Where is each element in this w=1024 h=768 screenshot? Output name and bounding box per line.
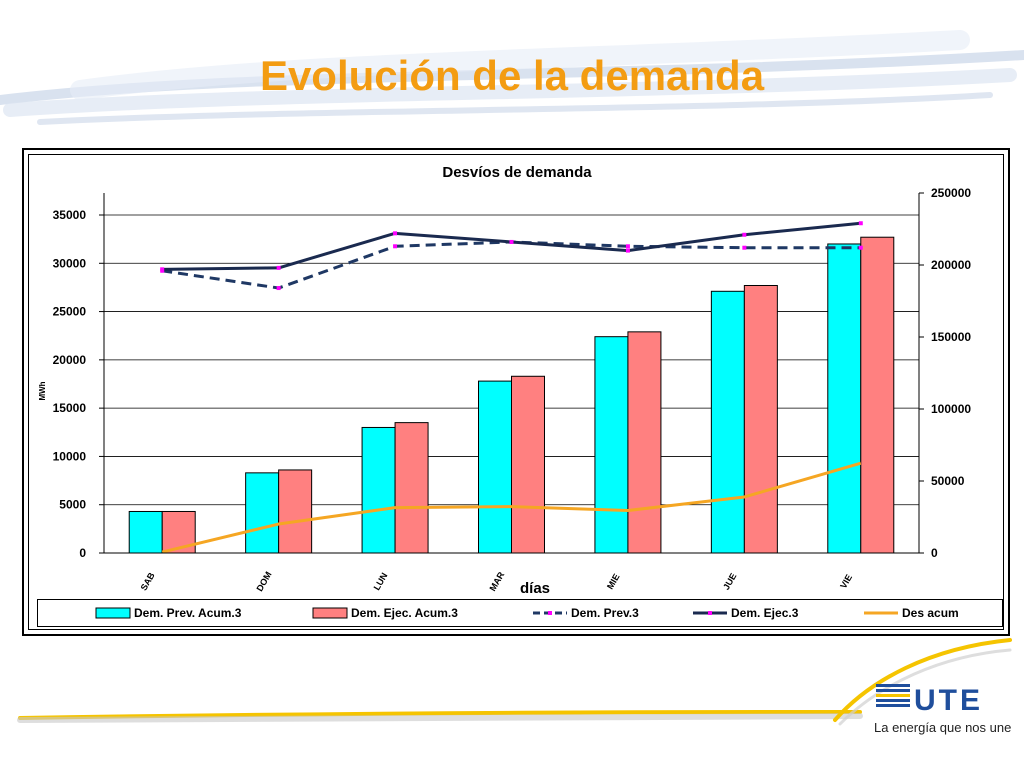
legend-label: Dem. Ejec. Acum.3 [351,606,458,620]
legend-svg: Dem. Prev. Acum.3 Dem. Ejec. Acum.3 Dem. P… [95,606,959,620]
top-swoosh [0,30,1024,125]
bars-layer [128,236,895,554]
line-marker [393,244,398,249]
y2-tick-label: 150000 [931,330,971,344]
line-marker [276,265,281,270]
x-tick-label: MAR [487,570,506,593]
line-marker [276,286,281,291]
bar-ejec-acum [394,422,429,554]
line-marker [858,221,863,226]
line-marker [160,267,165,272]
x-tick-label: MIE [605,572,622,591]
line-des-acum [161,461,862,554]
bar-prev-acum [478,380,512,554]
y-tick-label: 30000 [53,256,87,270]
line-marker [393,231,398,236]
bar-prev-acum [710,290,745,554]
y2-tick-label: 200000 [931,258,971,272]
line-marker [625,248,630,253]
y-tick-label: 10000 [53,449,87,463]
y-tick-label: 35000 [53,208,87,222]
line-marker [742,245,747,250]
chart-frame: Desvíos de demanda días MWh 35000 30000 25… [22,148,1010,636]
legend-item: Dem. Ejec.3 [693,606,799,620]
y-tick-label: 5000 [59,498,86,512]
line-dem-prev [161,240,861,290]
legend-label: Dem. Prev. Acum.3 [134,606,242,620]
chart-svg: Desvíos de demanda días MWh 35000 30000 25… [38,164,971,597]
x-tick-label: DOM [254,570,273,593]
legend-item: Dem. Prev.3 [533,606,639,620]
bar-ejec-acum [511,375,545,554]
bar-ejec-acum [743,284,778,554]
x-axis-label: días [520,580,550,597]
legend-item: Dem. Ejec. Acum.3 [312,606,458,620]
line-marker [858,245,863,250]
logo-text: UTE [914,684,983,717]
legend-item: Des acum [864,606,959,620]
ute-logo: UTE [876,684,983,717]
line-marker [742,232,747,237]
x-tick-label: VIE [838,573,854,591]
y2-tick-label: 250000 [931,186,971,200]
y2-tick-label: 100000 [931,402,971,416]
lines-layer [160,221,863,554]
chart-legend: Dem. Prev. Acum.3 Dem. Ejec. Acum.3 Dem. P… [37,599,1003,627]
line-dem-ejec [162,221,861,271]
chart-title: Desvíos de demanda [442,164,592,181]
x-tick-label: SAB [139,570,157,592]
y-tick-label: 0 [79,546,86,560]
y-tick-label: 25000 [53,305,87,319]
legend-swatch [312,607,348,619]
legend-swatch [95,607,131,619]
bar-prev-acum [594,336,629,554]
legend-marker [708,611,712,615]
bar-prev-acum [361,426,396,554]
bar-ejec-acum [860,236,895,554]
slide-title: Evolución de la demanda [259,52,765,99]
bar-ejec-acum [627,331,662,554]
chart-inner: Desvíos de demanda días MWh 35000 30000 25… [28,154,1004,630]
y-axis-label: MWh [38,381,47,400]
legend-label: Dem. Prev.3 [571,606,639,620]
line-marker [625,244,630,249]
y2-tick-label: 50000 [931,474,965,488]
logo-stripes [876,684,910,707]
y-tick-label: 20000 [53,353,87,367]
bar-prev-acum [245,472,280,554]
x-tick-label: LUN [372,571,390,592]
legend-marker [548,611,552,615]
y2-tick-label: 0 [931,546,938,560]
bar-ejec-acum [278,469,313,554]
bar-prev-acum [827,243,862,554]
legend-label: Des acum [902,606,959,620]
line-marker [509,239,514,244]
y-tick-label: 15000 [53,401,87,415]
x-tick-label: JUE [721,571,738,591]
bottom-swoosh [17,638,1012,726]
legend-label: Dem. Ejec.3 [731,606,799,620]
bar-prev-acum [128,510,163,554]
logo-tagline: La energía que nos une [874,720,1012,735]
legend-item: Dem. Prev. Acum.3 [95,606,242,620]
